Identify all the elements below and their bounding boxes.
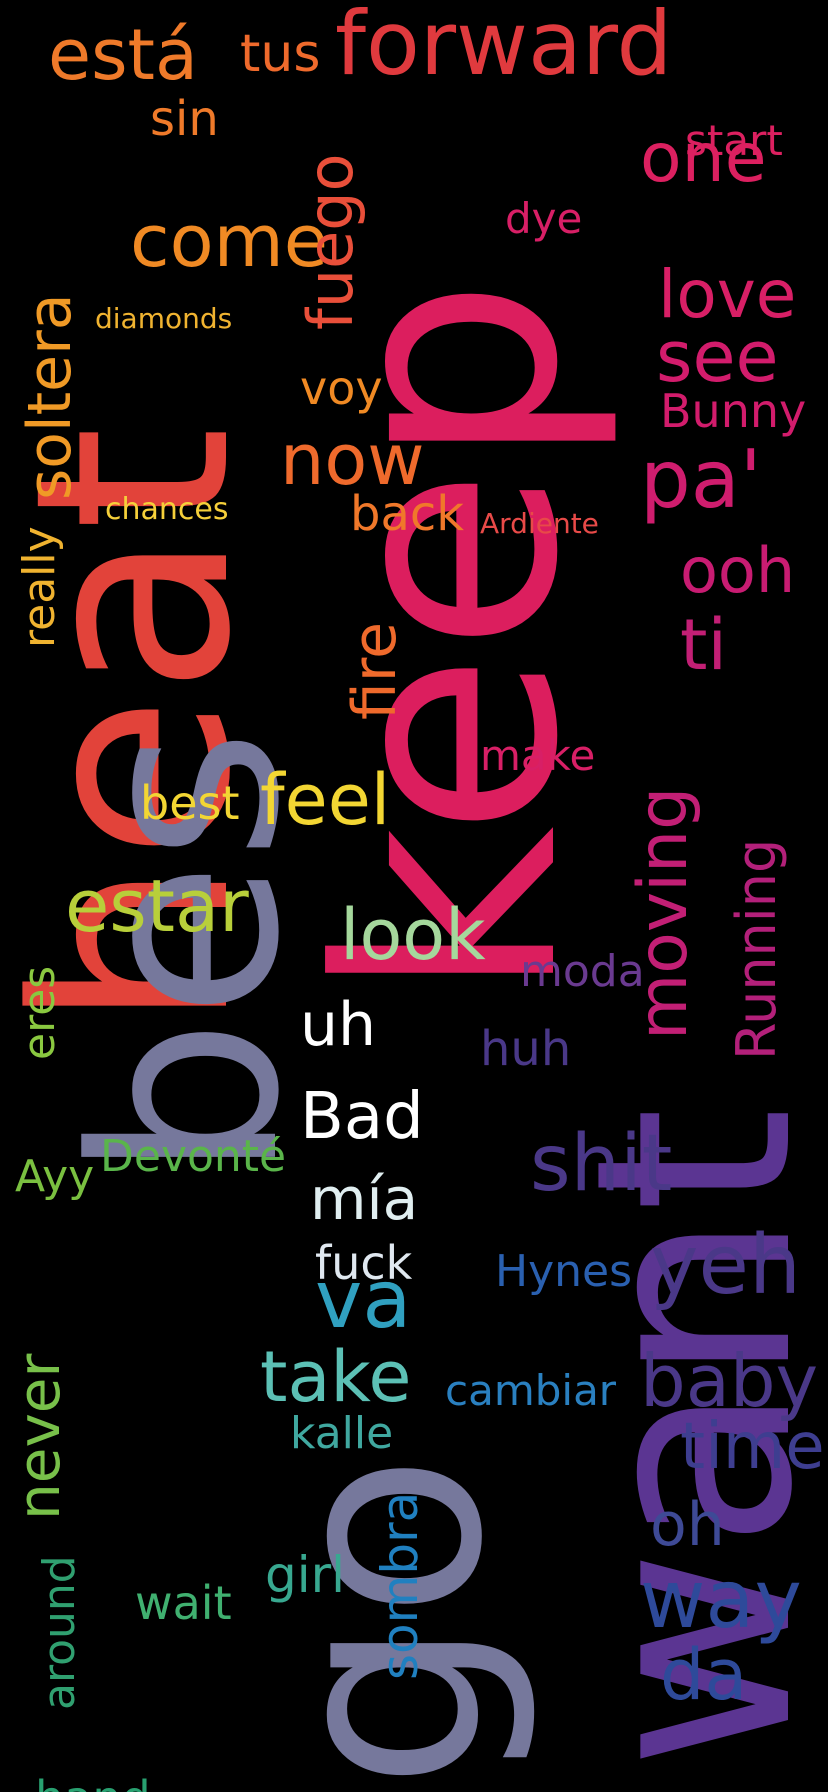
word-cambiar: cambiar (445, 1366, 617, 1415)
word-best: best (140, 776, 240, 830)
word-yeh: yeh (650, 1218, 801, 1313)
word-eres: eres (14, 965, 65, 1060)
word-time: time (680, 1410, 825, 1484)
word-one: one (640, 119, 767, 198)
word-soltera: soltera (15, 293, 85, 500)
word-chances: chances (105, 492, 229, 527)
word-start: start (685, 116, 783, 165)
word-uh: uh (300, 990, 377, 1060)
word-ti: ti (680, 604, 727, 686)
word-never: never (5, 1353, 73, 1520)
word-bad: Bad (300, 1080, 424, 1154)
word-kalle: kalle (290, 1408, 394, 1459)
word-wait: wait (135, 1576, 232, 1630)
word-around: around (34, 1555, 85, 1710)
word-va: va (315, 1253, 412, 1346)
word-see: see (656, 316, 779, 398)
word-love: love (658, 256, 797, 333)
word-pa: pa' (640, 433, 762, 526)
word-ardiente: Ardiente (480, 507, 599, 540)
word-come: come (130, 199, 329, 283)
word-da: da (660, 1634, 748, 1716)
word-make: make (480, 731, 596, 780)
word-sin: sin (150, 91, 219, 147)
word-mia: mía (310, 1165, 419, 1233)
word-diamonds: diamonds (95, 302, 233, 335)
word-fire: fire (340, 621, 410, 720)
word-bunny: Bunny (660, 384, 807, 438)
word-look: look (340, 894, 486, 976)
word-ooh: ooh (680, 534, 796, 607)
word-ayy: Ayy (15, 1151, 95, 1202)
word-way: way (640, 1553, 802, 1646)
word-fuck: fuck (315, 1236, 413, 1290)
word-huh: huh (480, 1021, 572, 1077)
word-oh: oh (650, 1490, 725, 1560)
word-back: back (350, 486, 465, 542)
word-really: really (14, 526, 65, 648)
word-now: now (280, 419, 425, 501)
word-moda: moda (520, 946, 645, 997)
word-forward: forward (335, 0, 673, 95)
word-running: Running (725, 838, 788, 1060)
word-feel: feel (260, 759, 391, 841)
word-devonte: Devonté (100, 1131, 287, 1182)
word-tus: tus (240, 24, 321, 84)
word-dye: dye (505, 194, 583, 243)
word-girl: girl (265, 1546, 346, 1604)
word-moving: moving (624, 786, 703, 1040)
word-voy: voy (300, 361, 383, 415)
word-estar: estar (65, 864, 249, 948)
word-esta: está (48, 14, 198, 96)
word-baby: baby (640, 1339, 819, 1423)
word-hynes: Hynes (495, 1246, 633, 1297)
word-shit: shit (530, 1119, 673, 1209)
word-hand: hand (35, 1775, 151, 1792)
word-sombra: sombra (371, 1491, 429, 1680)
word-fuego: fuego (294, 153, 367, 330)
word-take: take (260, 1336, 412, 1418)
